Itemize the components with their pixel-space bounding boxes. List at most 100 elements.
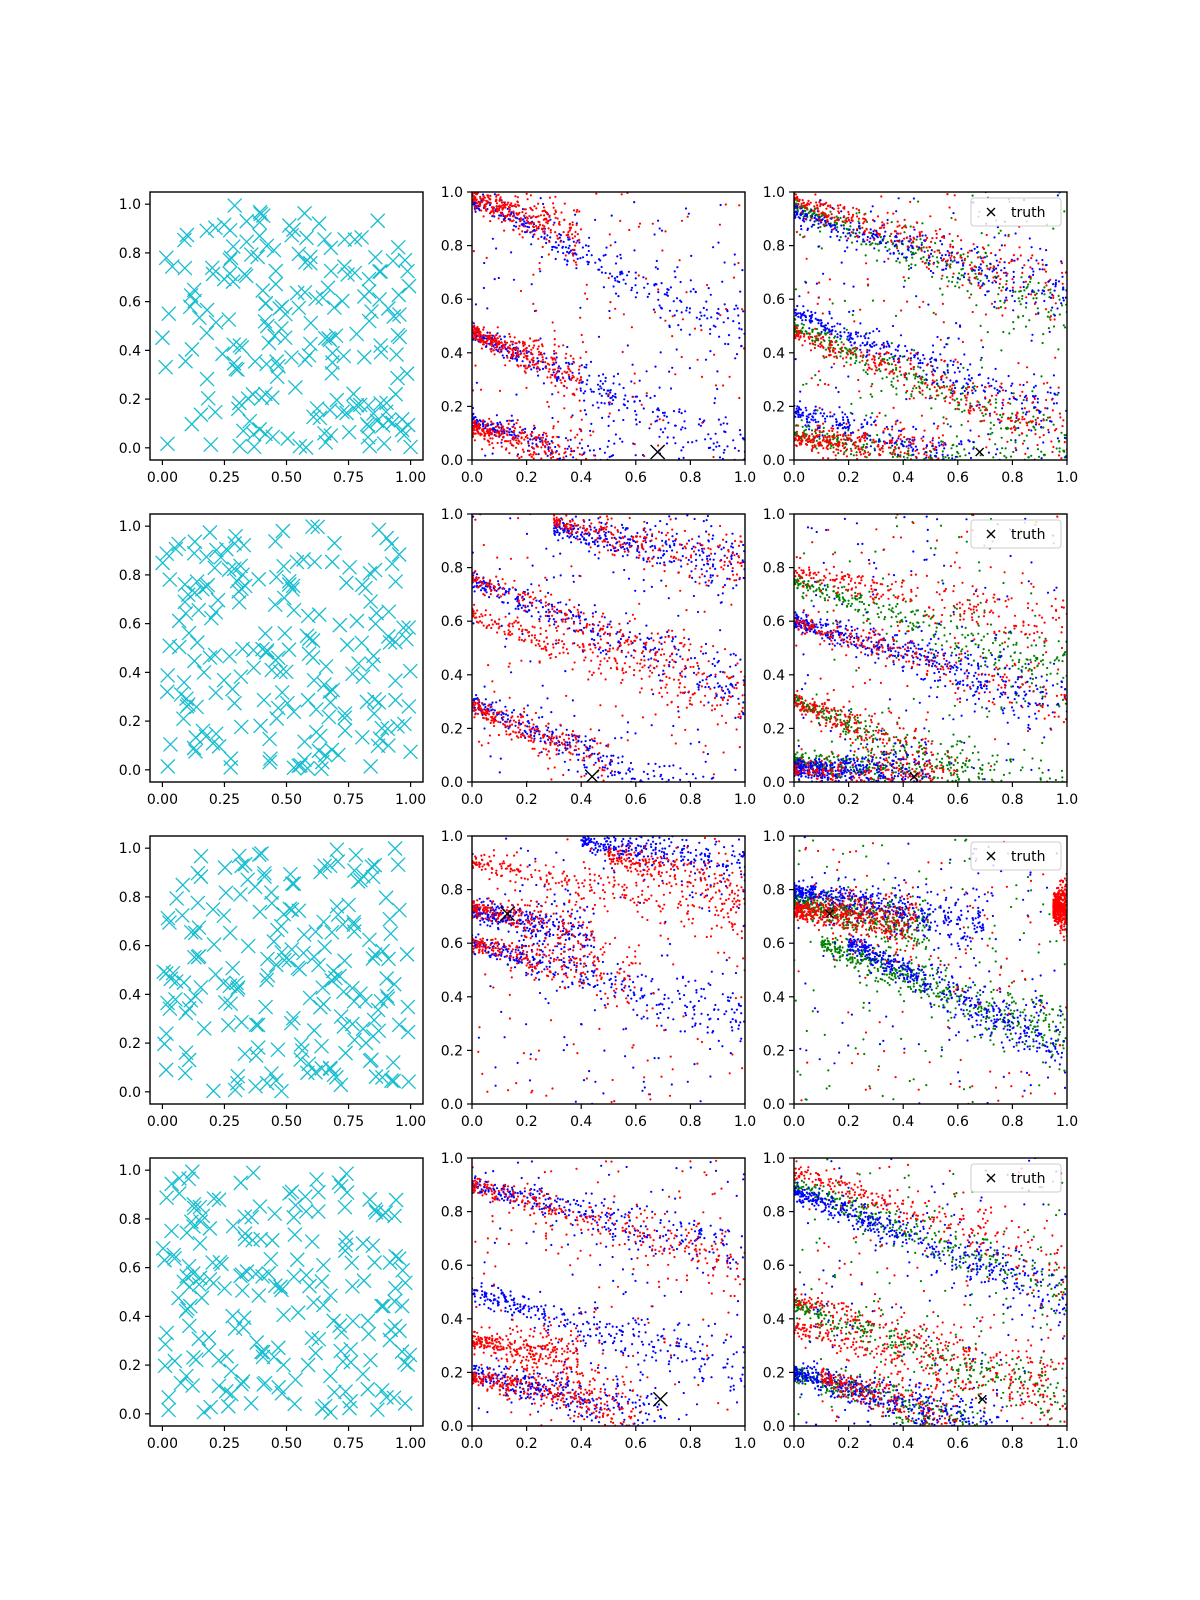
posterior-point <box>619 271 622 274</box>
posterior-point <box>999 229 1002 232</box>
posterior-point <box>506 419 509 422</box>
posterior-point <box>892 357 895 361</box>
posterior-point <box>713 401 716 405</box>
posterior-point <box>882 235 886 238</box>
posterior-point <box>524 364 527 367</box>
posterior-point <box>811 215 814 218</box>
posterior-point <box>507 210 510 213</box>
posterior-point <box>913 356 916 359</box>
posterior-point <box>903 435 906 439</box>
posterior-point <box>584 244 588 247</box>
posterior-point <box>542 206 546 209</box>
posterior-point <box>608 455 611 459</box>
posterior-point <box>562 252 565 255</box>
posterior-point <box>640 403 643 406</box>
legend-truth-marker <box>986 207 996 217</box>
posterior-point <box>540 227 544 230</box>
posterior-point <box>528 449 531 452</box>
posterior-point <box>1034 428 1037 431</box>
posterior-point <box>947 456 950 460</box>
posterior-point <box>802 201 805 204</box>
posterior-point <box>1046 416 1050 419</box>
posterior-point <box>955 322 958 325</box>
posterior-point <box>1041 258 1044 262</box>
posterior-point <box>1015 415 1018 418</box>
posterior-point <box>655 259 658 263</box>
posterior-point <box>684 427 687 430</box>
posterior-point <box>808 327 811 330</box>
posterior-point <box>817 338 820 341</box>
posterior-point <box>866 372 869 376</box>
posterior-point <box>897 249 900 252</box>
posterior-point <box>834 351 837 355</box>
posterior-point <box>908 372 911 375</box>
posterior-point <box>921 222 924 225</box>
posterior-point <box>828 336 831 339</box>
posterior-point <box>737 261 740 265</box>
sample-marker <box>258 295 274 311</box>
posterior-point <box>475 330 478 333</box>
legend-label: truth <box>1011 205 1045 221</box>
posterior-point <box>1011 289 1015 292</box>
posterior-point <box>1046 381 1049 384</box>
posterior-point <box>1032 386 1036 389</box>
posterior-point <box>803 436 806 440</box>
posterior-point <box>672 410 676 413</box>
posterior-point <box>936 265 939 268</box>
posterior-point <box>830 444 833 448</box>
posterior-point <box>643 455 646 458</box>
posterior-point <box>1019 286 1022 289</box>
posterior-point <box>575 267 578 270</box>
posterior-point <box>488 427 491 430</box>
posterior-point <box>988 438 991 441</box>
sample-marker <box>284 349 299 365</box>
posterior-point <box>653 283 656 286</box>
posterior-point <box>861 359 864 362</box>
posterior-point <box>535 229 538 232</box>
posterior-point <box>836 226 839 229</box>
posterior-point <box>724 203 727 206</box>
posterior-point <box>873 344 876 347</box>
posterior-point <box>544 452 547 455</box>
y-tick-label: 0.0 <box>119 441 141 457</box>
posterior-point <box>520 432 523 435</box>
posterior-point <box>896 349 899 352</box>
posterior-point <box>998 286 1001 289</box>
posterior-point <box>580 333 583 337</box>
posterior-point <box>567 247 570 250</box>
posterior-point <box>517 354 520 357</box>
sample-marker <box>226 355 242 371</box>
posterior-point <box>634 277 637 280</box>
posterior-point <box>847 425 851 428</box>
posterior-point <box>901 226 904 230</box>
posterior-point <box>809 349 813 352</box>
posterior-point <box>930 396 933 399</box>
posterior-point <box>934 397 937 401</box>
posterior-point <box>570 447 573 450</box>
posterior-point <box>563 258 566 261</box>
posterior-point <box>833 347 837 350</box>
posterior-point <box>832 228 835 231</box>
posterior-point <box>923 453 926 456</box>
posterior-point <box>618 437 622 440</box>
posterior-point <box>612 419 615 423</box>
posterior-point <box>808 337 811 340</box>
posterior-point <box>526 437 529 440</box>
posterior-point <box>936 335 939 339</box>
posterior-point <box>840 335 843 338</box>
posterior-point <box>872 438 875 441</box>
posterior-point <box>804 406 807 409</box>
posterior-point <box>541 441 544 444</box>
posterior-point <box>885 352 888 355</box>
posterior-point <box>864 451 867 454</box>
x-tick-label: 0.25 <box>209 470 240 486</box>
posterior-point <box>886 240 889 244</box>
posterior-point <box>1008 417 1011 420</box>
sample-marker <box>323 263 339 279</box>
posterior-point <box>575 241 578 244</box>
posterior-point <box>903 440 906 444</box>
posterior-point <box>942 381 945 384</box>
posterior-point <box>999 413 1002 417</box>
posterior-point <box>808 435 811 438</box>
posterior-point <box>530 230 533 233</box>
